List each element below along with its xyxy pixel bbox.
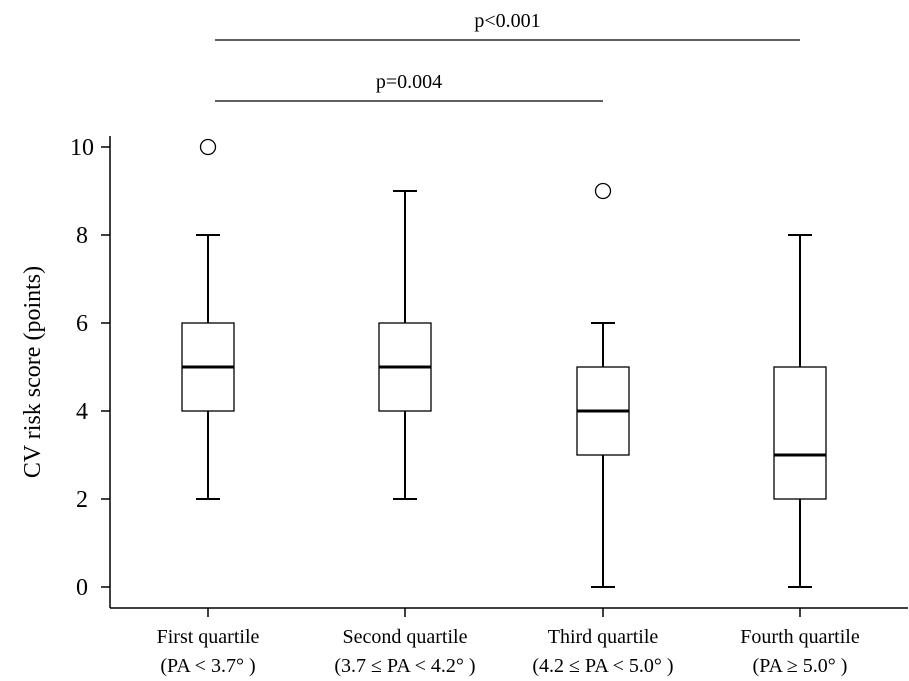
x-tick-sublabel: (PA ≥ 5.0° ): [753, 655, 848, 677]
p-value-label: p=0.004: [376, 71, 442, 93]
x-tick-sublabel: (4.2 ≤ PA < 5.0° ): [532, 655, 673, 677]
comparison-brackets: p<0.001 p=0.004: [215, 10, 800, 102]
box-group: [773, 234, 827, 588]
comparison: p=0.004: [215, 71, 603, 102]
outlier-point: [199, 138, 217, 156]
y-axis-label: CV risk score (points): [20, 266, 46, 478]
y-tick-label: 2: [76, 487, 88, 513]
y-tick-label: 0: [76, 575, 88, 601]
outlier-point: [594, 182, 612, 200]
y-tick-label: 10: [70, 135, 94, 161]
x-tick-sublabel: (PA < 3.7° ): [160, 655, 255, 677]
box-group: [576, 182, 630, 588]
axes: [109, 136, 908, 609]
x-tick-label: Third quartile: [548, 626, 659, 648]
comparison: p<0.001: [215, 10, 800, 41]
x-ticks: First quartile (PA < 3.7° ) Second quartil…: [157, 608, 860, 677]
y-tick-label: 6: [76, 311, 88, 337]
x-tick-label: Fourth quartile: [740, 626, 860, 648]
x-tick-label: First quartile: [157, 626, 260, 648]
box-group: [181, 138, 235, 500]
x-tick-label: Second quartile: [343, 626, 468, 648]
box-iqr: [773, 366, 827, 500]
y-tick-label: 4: [76, 399, 88, 425]
x-tick-sublabel: (3.7 ≤ PA < 4.2° ): [334, 655, 475, 677]
box-group: [378, 190, 432, 500]
y-ticks: 0 2 4 6 8 10: [70, 135, 110, 601]
p-value-label: p<0.001: [474, 10, 540, 32]
boxes: [181, 138, 827, 588]
y-tick-label: 8: [76, 223, 88, 249]
